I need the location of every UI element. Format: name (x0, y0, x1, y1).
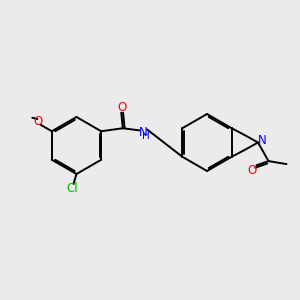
Text: N: N (258, 134, 267, 147)
Text: N: N (139, 126, 148, 139)
Text: H: H (142, 131, 150, 141)
Text: O: O (118, 101, 127, 114)
Text: Cl: Cl (66, 182, 78, 196)
Text: O: O (248, 164, 256, 177)
Text: O: O (34, 115, 43, 128)
